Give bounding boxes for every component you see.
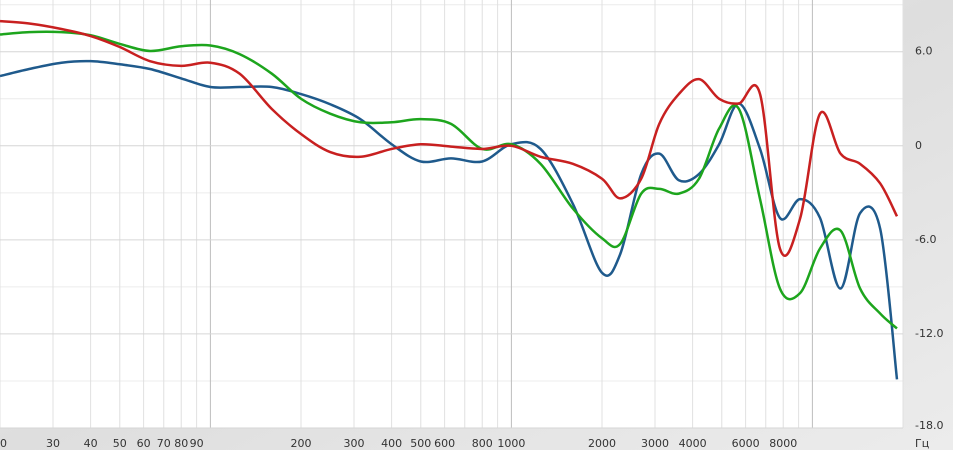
- x-tick-label: 70: [157, 437, 171, 450]
- x-tick-label: 1000: [497, 437, 525, 450]
- series-line: [0, 19, 899, 257]
- series-line: [0, 30, 898, 330]
- y-tick-label: 0: [915, 139, 922, 152]
- x-tick-label: 60: [137, 437, 151, 450]
- series-line: [0, 59, 899, 380]
- x-tick-label: 2000: [588, 437, 616, 450]
- x-tick-label: 40: [84, 437, 98, 450]
- x-tick-label: 4000: [679, 437, 707, 450]
- y-tick-label: 6.0: [915, 45, 933, 58]
- x-tick-label: 30: [46, 437, 60, 450]
- y-tick-label: -6.0: [915, 233, 936, 246]
- x-tick-label: 8000: [769, 437, 797, 450]
- x-tick-label: 6000: [732, 437, 760, 450]
- x-tick-label: 20: [0, 437, 7, 450]
- y-tick-label: -12.0: [915, 327, 943, 340]
- x-tick-label: 600: [434, 437, 455, 450]
- plot-area: [0, 0, 903, 428]
- x-tick-label: 200: [291, 437, 312, 450]
- x-axis-unit: Гц: [915, 437, 929, 450]
- x-tick-label: 90: [190, 437, 204, 450]
- x-tick-label: 3000: [641, 437, 669, 450]
- x-tick-label: 80: [174, 437, 188, 450]
- x-tick-label: 300: [344, 437, 365, 450]
- x-tick-label: 800: [472, 437, 493, 450]
- y-tick-label: -18.0: [915, 419, 943, 432]
- x-tick-label: 400: [381, 437, 402, 450]
- x-tick-label: 50: [113, 437, 127, 450]
- x-tick-label: 500: [410, 437, 431, 450]
